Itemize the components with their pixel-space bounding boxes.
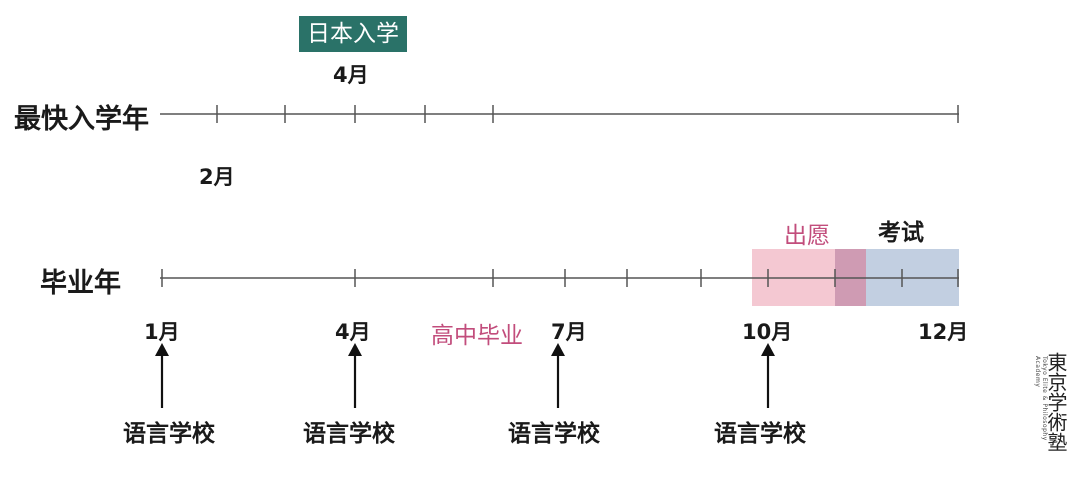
- exam-label: 考试: [878, 220, 924, 246]
- arrow-4: [761, 343, 775, 408]
- japan-enrollment-badge: 日本入学: [299, 16, 407, 52]
- arrow-1: [155, 343, 169, 408]
- month-label-4: 4月: [335, 320, 371, 344]
- language-school-label: 语言学校: [508, 421, 600, 447]
- month-label-10: 10月: [742, 320, 793, 344]
- earliest-year-label: 最快入学年: [14, 104, 149, 135]
- graduation-year-ticks: [161, 269, 959, 287]
- application-label: 出愿: [784, 223, 830, 249]
- arrow-2: [348, 343, 362, 408]
- month-label-7: 7月: [551, 320, 587, 344]
- highschool-graduation-label: 高中毕业: [431, 323, 523, 349]
- month-label-top-4: 4月: [333, 63, 369, 87]
- arrows: [155, 343, 775, 408]
- month-label-top-2: 2月: [199, 165, 235, 189]
- earliest-year-ticks: [216, 105, 959, 123]
- month-label-1: 1月: [144, 320, 180, 344]
- graduation-year-label: 毕业年: [40, 268, 121, 299]
- language-school-label: 语言学校: [714, 421, 806, 447]
- brand-logo: Tokyo Elite & Philosophy Academy 東京学術塾: [1034, 352, 1074, 470]
- language-school-label: 语言学校: [123, 421, 215, 447]
- arrow-3: [551, 343, 565, 408]
- language-school-label: 语言学校: [303, 421, 395, 447]
- brand-name: 東京学術塾: [1044, 352, 1068, 452]
- brand-english-name: Tokyo Elite & Philosophy Academy: [1034, 356, 1048, 441]
- month-label-12: 12月: [918, 320, 969, 344]
